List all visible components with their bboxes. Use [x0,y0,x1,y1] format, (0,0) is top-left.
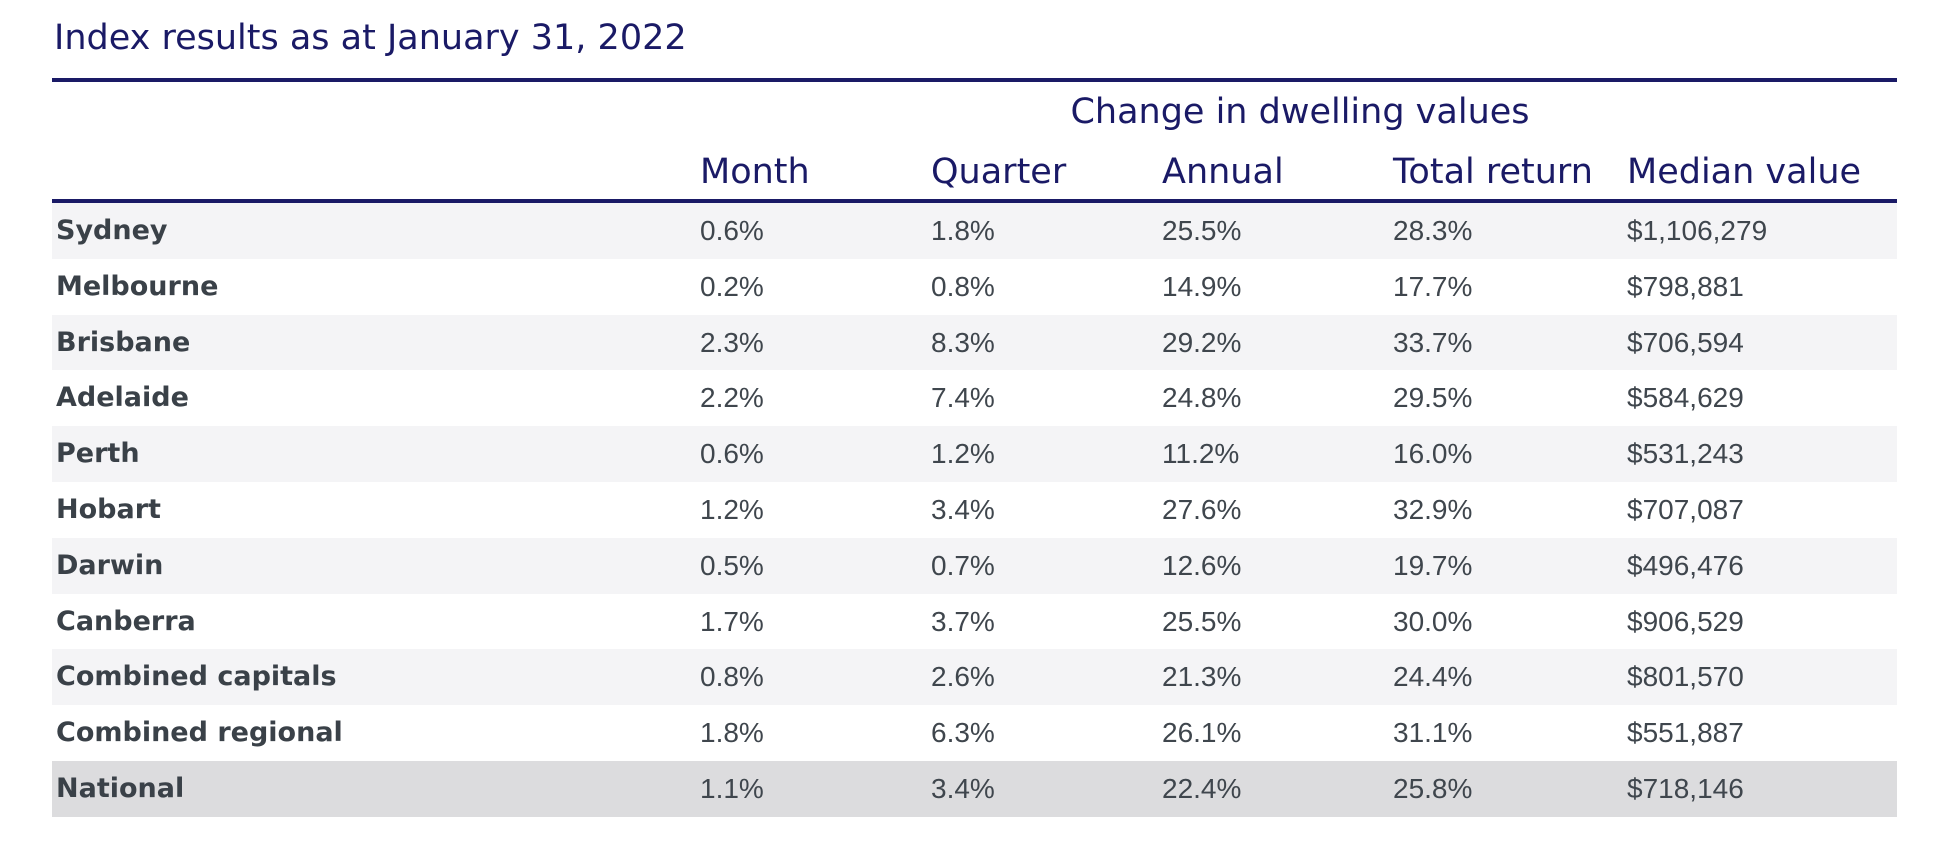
cell-quarter: 7.4% [931,382,995,414]
cell-median-value: $706,594 [1627,326,1744,358]
cell-month: 1.8% [700,717,764,749]
table-row: Melbourne 0.2% 0.8% 14.9% 17.7% $798,881 [52,259,1897,315]
cell-annual: 25.5% [1162,215,1242,246]
table-title: Index results as at January 31, 2022 [54,18,687,58]
cell-month: 0.2% [700,270,764,302]
row-label: Perth [56,438,140,470]
cell-median-value: $531,243 [1627,438,1744,470]
cell-quarter: 6.3% [931,717,995,749]
table-row: Sydney 0.6% 1.8% 25.5% 28.3% $1,106,279 [52,203,1897,259]
cell-annual: 29.2% [1162,326,1242,358]
cell-annual: 25.5% [1162,605,1242,637]
cell-total-return: 24.4% [1393,661,1473,693]
cell-total-return: 30.0% [1393,605,1473,637]
column-header-annual: Annual [1162,152,1284,192]
table-row: Combined regional 1.8% 6.3% 26.1% 31.1% $551,… [52,705,1897,761]
table-row: National 1.1% 3.4% 22.4% 25.8% $718,146 [52,760,1897,817]
column-header-month: Month [700,152,810,192]
title-divider [52,78,1897,82]
cell-total-return: 31.1% [1393,717,1473,749]
cell-median-value: $1,106,279 [1627,215,1768,246]
row-label: Adelaide [56,382,189,414]
cell-total-return: 25.8% [1393,772,1473,804]
cell-total-return: 17.7% [1393,270,1473,302]
row-label: Sydney [56,215,168,246]
table-row: Combined capitals 0.8% 2.6% 21.3% 24.4% $801,… [52,649,1897,706]
cell-median-value: $906,529 [1627,605,1744,637]
table-row: Perth 0.6% 1.2% 11.2% 16.0% $531,243 [52,426,1897,482]
table-row: Adelaide 2.2% 7.4% 24.8% 29.5% $584,629 [52,370,1897,426]
cell-annual: 11.2% [1162,438,1240,470]
row-label: Darwin [56,549,164,581]
row-label: Melbourne [56,270,219,302]
cell-quarter: 3.4% [931,772,995,804]
cell-month: 0.6% [700,438,764,470]
table-row: Canberra 1.7% 3.7% 25.5% 30.0% $906,529 [52,594,1897,650]
cell-median-value: $496,476 [1627,549,1744,581]
cell-median-value: $798,881 [1627,270,1744,302]
group-header-change-in-dwelling-values: Change in dwelling values [1070,92,1530,132]
header-divider [52,199,1897,203]
cell-annual: 21.3% [1162,661,1242,693]
cell-annual: 24.8% [1162,382,1242,414]
table-row: Darwin 0.5% 0.7% 12.6% 19.7% $496,476 [52,537,1897,594]
cell-total-return: 28.3% [1393,215,1473,246]
cell-quarter: 0.7% [931,549,995,581]
cell-median-value: $584,629 [1627,382,1744,414]
cell-total-return: 29.5% [1393,382,1473,414]
cell-month: 0.5% [700,549,764,581]
column-header-total-return: Total return [1393,152,1593,192]
cell-month: 0.6% [700,215,764,246]
cell-month: 1.1% [700,772,764,804]
row-label: Hobart [56,493,161,525]
cell-annual: 22.4% [1162,772,1242,804]
cell-total-return: 32.9% [1393,493,1473,525]
cell-quarter: 2.6% [931,661,995,693]
cell-total-return: 33.7% [1393,326,1473,358]
cell-median-value: $707,087 [1627,493,1744,525]
row-label: National [56,772,185,804]
cell-month: 1.7% [700,605,764,637]
cell-median-value: $718,146 [1627,772,1744,804]
cell-quarter: 8.3% [931,326,995,358]
cell-median-value: $551,887 [1627,717,1744,749]
cell-median-value: $801,570 [1627,661,1744,693]
cell-quarter: 1.8% [931,215,995,246]
row-label: Combined regional [56,717,343,749]
cell-month: 2.2% [700,382,764,414]
row-label: Brisbane [56,326,191,358]
cell-quarter: 1.2% [931,438,995,470]
cell-annual: 26.1% [1162,717,1242,749]
row-label: Combined capitals [56,661,337,693]
table-row: Brisbane 2.3% 8.3% 29.2% 33.7% $706,594 [52,314,1897,371]
table-row: Hobart 1.2% 3.4% 27.6% 32.9% $707,087 [52,482,1897,538]
cell-annual: 14.9% [1162,270,1242,302]
column-header-quarter: Quarter [931,152,1067,192]
row-label: Canberra [56,605,196,637]
column-header-median-value: Median value [1627,152,1862,192]
cell-month: 1.2% [700,493,764,525]
cell-annual: 27.6% [1162,493,1242,525]
table-body: Sydney 0.6% 1.8% 25.5% 28.3% $1,106,279 Melbou… [52,203,1897,817]
cell-quarter: 3.7% [931,605,995,637]
cell-total-return: 16.0% [1393,438,1473,470]
cell-month: 2.3% [700,326,764,358]
cell-month: 0.8% [700,661,764,693]
cell-annual: 12.6% [1162,549,1242,581]
cell-quarter: 0.8% [931,270,995,302]
cell-total-return: 19.7% [1393,549,1473,581]
cell-quarter: 3.4% [931,493,995,525]
